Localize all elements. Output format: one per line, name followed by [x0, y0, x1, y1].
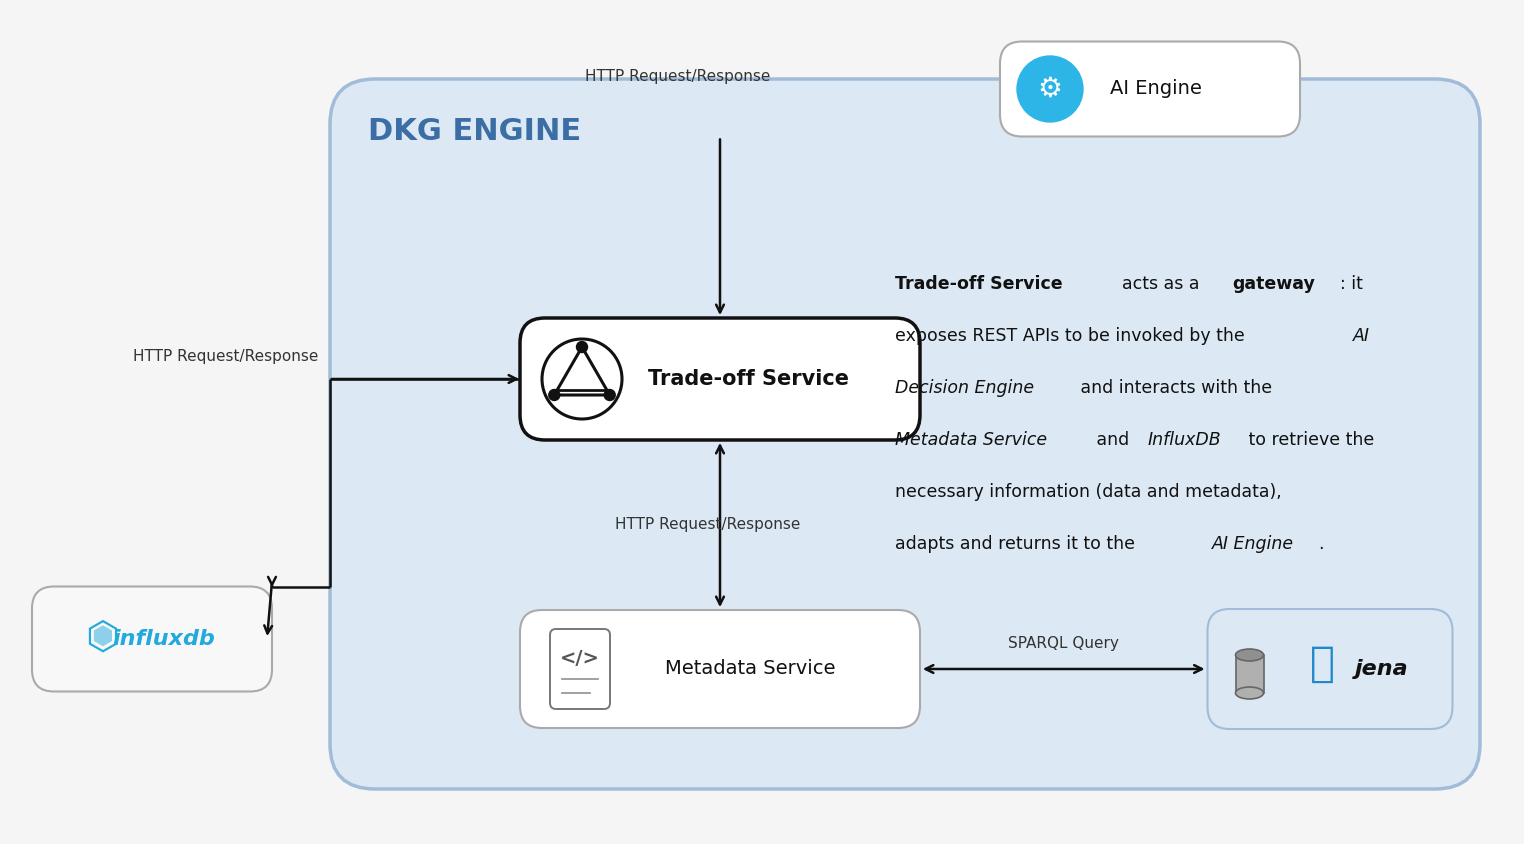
Ellipse shape — [1236, 687, 1263, 699]
Text: exposes REST APIs to be invoked by the: exposes REST APIs to be invoked by the — [895, 327, 1250, 345]
FancyBboxPatch shape — [1236, 655, 1263, 693]
Text: acts as a: acts as a — [1111, 275, 1205, 293]
Text: </>: </> — [559, 650, 600, 668]
Text: HTTP Request/Response: HTTP Request/Response — [585, 69, 770, 84]
Text: AI Engine: AI Engine — [1109, 79, 1202, 99]
FancyBboxPatch shape — [32, 587, 271, 691]
Text: AI: AI — [1353, 327, 1370, 345]
Text: jena: jena — [1355, 659, 1408, 679]
Text: to retrieve the: to retrieve the — [1242, 431, 1375, 449]
Circle shape — [549, 389, 559, 401]
Text: ⬡: ⬡ — [85, 618, 119, 656]
FancyBboxPatch shape — [520, 610, 920, 728]
Text: HTTP Request/Response: HTTP Request/Response — [616, 517, 800, 533]
Text: gateway: gateway — [1233, 275, 1315, 293]
Text: Trade-off Service: Trade-off Service — [895, 275, 1062, 293]
FancyBboxPatch shape — [520, 318, 920, 440]
Ellipse shape — [1236, 649, 1263, 661]
Text: InfluxDB: InfluxDB — [1148, 431, 1221, 449]
Text: ⮭: ⮭ — [1309, 643, 1335, 685]
Text: Trade-off Service: Trade-off Service — [648, 369, 849, 389]
Text: influxdb: influxdb — [113, 629, 215, 649]
Text: : it: : it — [1340, 275, 1362, 293]
FancyBboxPatch shape — [1207, 609, 1452, 729]
FancyBboxPatch shape — [331, 79, 1480, 789]
Circle shape — [576, 342, 587, 353]
Text: AI Engine: AI Engine — [1212, 535, 1294, 553]
Text: .: . — [1318, 535, 1323, 553]
Text: DKG ENGINE: DKG ENGINE — [367, 117, 581, 146]
Text: and: and — [1091, 431, 1135, 449]
Text: Metadata Service: Metadata Service — [664, 659, 835, 679]
FancyBboxPatch shape — [1000, 41, 1300, 137]
FancyBboxPatch shape — [550, 629, 610, 709]
Text: Decision Engine: Decision Engine — [895, 379, 1035, 397]
Text: Metadata Service: Metadata Service — [895, 431, 1047, 449]
Text: SPARQL Query: SPARQL Query — [1009, 636, 1119, 651]
Text: adapts and returns it to the: adapts and returns it to the — [895, 535, 1140, 553]
Text: necessary information (data and metadata),: necessary information (data and metadata… — [895, 483, 1282, 501]
Text: ⬢: ⬢ — [91, 625, 113, 649]
Text: and interacts with the: and interacts with the — [1074, 379, 1271, 397]
Circle shape — [604, 389, 616, 401]
Text: HTTP Request/Response: HTTP Request/Response — [133, 349, 319, 364]
Text: ⚙: ⚙ — [1038, 75, 1062, 103]
Circle shape — [1017, 56, 1084, 122]
